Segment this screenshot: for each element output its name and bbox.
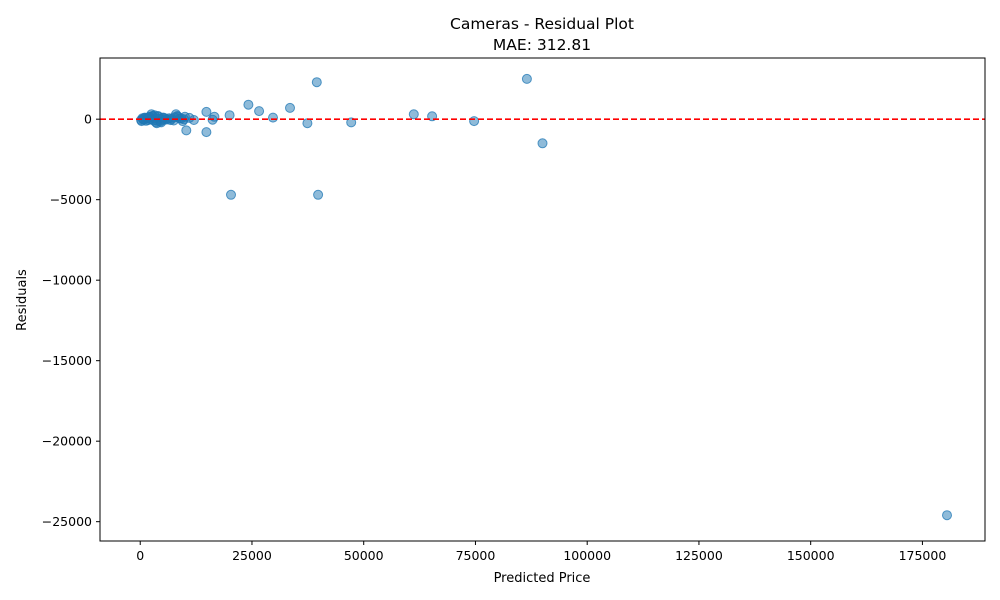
- data-point: [201, 106, 212, 117]
- x-axis-label: Predicted Price: [494, 571, 591, 586]
- x-tick-label: 75000: [456, 548, 496, 563]
- x-tick-label: 50000: [344, 548, 384, 563]
- data-point: [408, 109, 419, 120]
- y-tick-label: −5000: [50, 192, 92, 207]
- data-point: [521, 73, 532, 84]
- x-tick-label: 175000: [899, 548, 947, 563]
- data-point: [201, 127, 212, 138]
- data-point: [224, 110, 235, 121]
- x-tick-label: 125000: [675, 548, 723, 563]
- chart-title: Cameras - Residual Plot: [450, 15, 634, 33]
- data-point: [302, 118, 313, 129]
- data-point: [285, 102, 295, 113]
- x-tick-label: 100000: [563, 548, 611, 563]
- y-tick-label: −15000: [42, 353, 92, 368]
- data-point: [346, 117, 357, 128]
- data-point: [311, 77, 322, 88]
- plot-frame: [99, 57, 986, 542]
- x-axis-ticks: 0 25000 50000 75000 100000 125000 150000 175000: [136, 541, 946, 563]
- data-point: [537, 138, 548, 149]
- x-tick-label: 150000: [787, 548, 835, 563]
- y-axis-ticks: 0 −5000 −10000 −15000 −20000 −25000: [42, 112, 100, 529]
- x-tick-label: 25000: [232, 548, 272, 563]
- data-point: [243, 99, 254, 110]
- data-point: [181, 125, 192, 136]
- y-tick-label: −25000: [42, 514, 92, 529]
- y-tick-label: −10000: [42, 273, 92, 288]
- data-point: [942, 510, 952, 521]
- data-point: [226, 189, 236, 200]
- data-point: [254, 106, 265, 117]
- data-point: [268, 112, 278, 123]
- data-point: [188, 115, 199, 125]
- y-tick-label: 0: [84, 112, 92, 127]
- data-points: [136, 73, 952, 521]
- y-tick-label: −20000: [42, 434, 92, 449]
- y-axis-label: Residuals: [15, 269, 30, 331]
- data-point: [469, 116, 480, 127]
- data-point: [313, 189, 324, 200]
- x-tick-label: 0: [136, 548, 144, 563]
- chart-subtitle: MAE: 312.81: [493, 36, 591, 54]
